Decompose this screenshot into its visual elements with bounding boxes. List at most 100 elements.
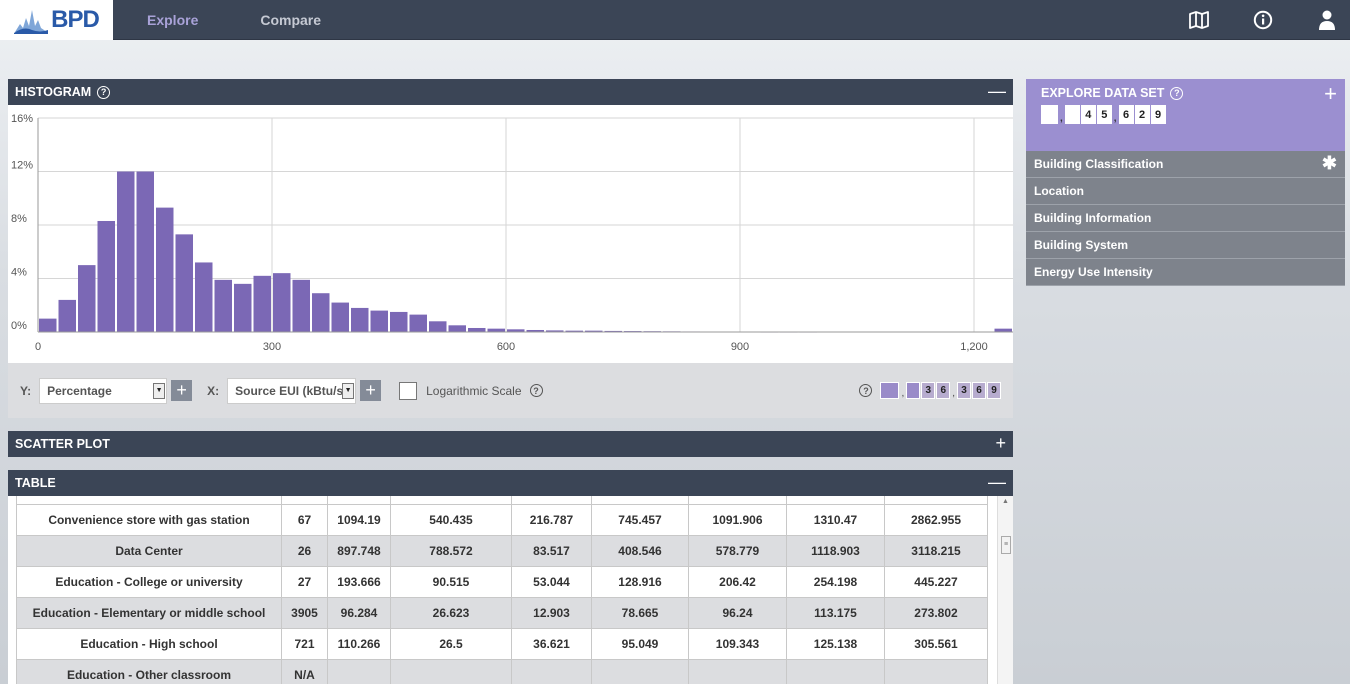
histogram-bar[interactable]: [409, 314, 428, 332]
expand-scatter-button[interactable]: +: [995, 433, 1006, 453]
histogram-bar[interactable]: [39, 318, 57, 332]
collapse-histogram-button[interactable]: —: [988, 81, 1006, 101]
histogram-bar[interactable]: [214, 279, 233, 332]
histogram-bar[interactable]: [58, 299, 77, 332]
histogram-bar[interactable]: [156, 207, 174, 332]
y-tick-label: 16%: [11, 113, 33, 125]
value-cell: 26: [281, 535, 328, 567]
histogram-bar[interactable]: [565, 330, 584, 332]
histogram-bar[interactable]: [390, 311, 408, 332]
scatter-plot-header[interactable]: SCATTER PLOT +: [8, 431, 1013, 457]
chevron-down-icon[interactable]: ▼: [342, 382, 355, 399]
counter-digit: 3: [921, 382, 936, 399]
table-panel: Convenience store with gas station 67 1094…: [8, 496, 1013, 684]
value-cell: 110.266: [327, 628, 391, 660]
menu-energy-use-intensity[interactable]: Energy Use Intensity: [1026, 259, 1345, 286]
histogram-bar[interactable]: [994, 328, 1013, 332]
help-icon[interactable]: ?: [859, 384, 873, 397]
table-row[interactable]: Data Center 26 897.748 788.572 83.517 408.546…: [16, 535, 988, 567]
help-icon[interactable]: ?: [1170, 86, 1184, 100]
user-icon[interactable]: [1316, 9, 1338, 31]
chevron-down-icon[interactable]: ▼: [153, 382, 166, 399]
histogram-bar[interactable]: [253, 275, 272, 332]
histogram-bar[interactable]: [117, 171, 135, 333]
histogram-bar[interactable]: [97, 220, 116, 332]
menu-location[interactable]: Location: [1026, 178, 1345, 205]
nav-compare-link[interactable]: Compare: [260, 11, 322, 28]
data-table: Convenience store with gas station 67 1094…: [16, 496, 988, 684]
histogram-bar[interactable]: [604, 330, 623, 332]
add-x-axis-button[interactable]: +: [360, 380, 382, 401]
histogram-bar[interactable]: [585, 330, 603, 332]
histogram-bar[interactable]: [468, 327, 486, 332]
histogram-bar[interactable]: [273, 273, 291, 332]
counter-digit: 3: [957, 382, 971, 399]
value-cell: 12.903: [511, 597, 592, 629]
table-scrollbar[interactable]: ▲ ≡: [997, 496, 1013, 684]
bpd-logo[interactable]: BPD: [0, 0, 113, 40]
building-type-cell: Education - College or university: [16, 566, 282, 598]
table-row[interactable]: Education - College or university 27 193.6…: [16, 566, 988, 598]
x-axis-select[interactable]: Source EUI (kBtu/sf) ▼: [227, 377, 357, 404]
table-row[interactable]: Convenience store with gas station 67 1094…: [16, 504, 988, 536]
value-cell: 193.666: [327, 566, 391, 598]
histogram-bar[interactable]: [526, 329, 545, 332]
histogram-bar[interactable]: [292, 279, 311, 332]
histogram-bar[interactable]: [234, 283, 252, 332]
histogram-bar[interactable]: [351, 307, 369, 332]
counter-digit: 5: [1096, 105, 1112, 124]
y-axis-select[interactable]: Percentage ▼: [39, 377, 168, 404]
histogram-bar[interactable]: [429, 321, 447, 332]
info-icon[interactable]: [1252, 9, 1274, 31]
counter-digit: 6: [1118, 105, 1134, 124]
histogram-bar[interactable]: [136, 171, 155, 333]
histogram-bar[interactable]: [546, 330, 564, 332]
collapse-table-button[interactable]: —: [988, 472, 1006, 492]
x-tick-label: 1,200: [960, 341, 988, 353]
histogram-bar[interactable]: [195, 262, 213, 332]
help-icon[interactable]: ?: [97, 85, 111, 99]
histogram-bar[interactable]: [487, 328, 506, 332]
building-count-counter: , 4 5 , 6 2 9: [1041, 105, 1345, 124]
counter-digit: 6: [936, 382, 951, 399]
value-cell: 254.198: [786, 566, 885, 598]
y-tick-label: 12%: [11, 160, 33, 172]
value-cell: 745.457: [591, 504, 689, 536]
scatter-plot-title: SCATTER PLOT: [15, 437, 110, 451]
explore-data-set-panel: EXPLORE DATA SET ? + , 4 5 , 6 2 9: [1026, 79, 1345, 151]
counter-digit: 6: [972, 382, 986, 399]
help-icon[interactable]: ?: [529, 384, 543, 397]
counter-digit: [880, 382, 900, 399]
histogram-record-counter: , 3 6 , 3 6 9: [880, 382, 1001, 399]
histogram-bar[interactable]: [448, 325, 467, 332]
menu-item-label: Location: [1034, 184, 1084, 198]
histogram-chart: 0% 4% 8% 12% 16% 0 300 600 900 1,200: [11, 113, 1013, 353]
histogram-bar[interactable]: [507, 329, 525, 332]
menu-building-information[interactable]: Building Information: [1026, 205, 1345, 232]
histogram-bar[interactable]: [370, 310, 389, 332]
expand-explore-button[interactable]: +: [1324, 81, 1337, 106]
histogram-bar[interactable]: [312, 293, 330, 332]
nav-explore-link[interactable]: Explore: [147, 11, 199, 28]
log-scale-checkbox[interactable]: [399, 381, 418, 400]
scroll-up-icon[interactable]: ▲: [1002, 498, 1009, 505]
table-row[interactable]: Education - Elementary or middle school 3…: [16, 597, 988, 629]
y-axis-label: Y:: [20, 383, 32, 398]
value-cell: 3905: [281, 597, 328, 629]
value-cell: 78.665: [591, 597, 689, 629]
menu-building-classification[interactable]: Building Classification ✱: [1026, 151, 1345, 178]
menu-building-system[interactable]: Building System: [1026, 232, 1345, 259]
histogram-bar[interactable]: [331, 302, 350, 332]
add-y-axis-button[interactable]: +: [171, 380, 193, 401]
value-cell: 305.561: [884, 628, 988, 660]
value-cell: 53.044: [511, 566, 592, 598]
counter-digit: [906, 382, 921, 399]
value-cell: 206.42: [688, 566, 787, 598]
table-row[interactable]: Education - High school 721 110.266 26.5 36.…: [16, 628, 988, 660]
table-row[interactable]: Education - Other classroom N/A: [16, 659, 988, 684]
histogram-bar[interactable]: [175, 234, 194, 332]
scroll-thumb[interactable]: ≡: [1001, 536, 1011, 554]
map-icon[interactable]: [1188, 9, 1210, 31]
value-cell: 897.748: [327, 535, 391, 567]
histogram-bar[interactable]: [78, 265, 96, 332]
